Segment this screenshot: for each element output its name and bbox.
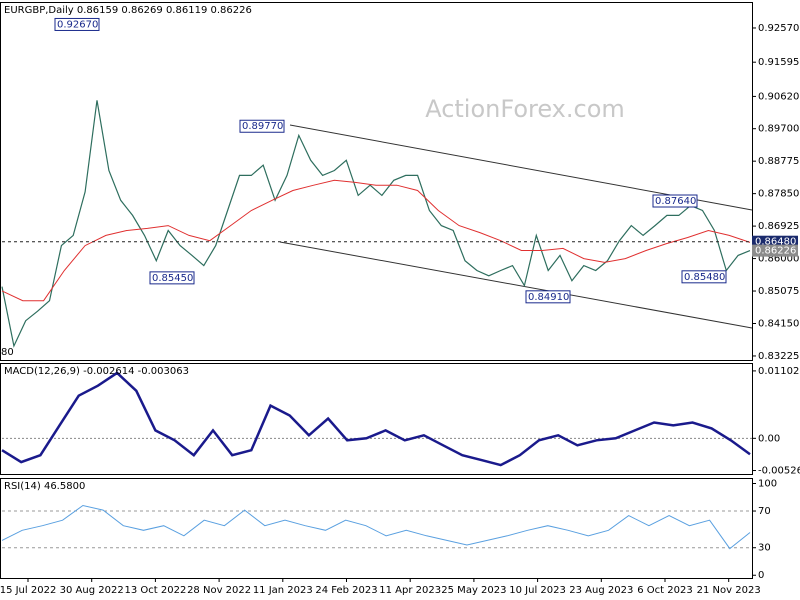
annotation-box: [54, 17, 100, 31]
y-tick-label: -0.005267: [758, 466, 800, 477]
y-tick-label: 70: [758, 506, 771, 517]
x-tick-label: 13 Oct 2022: [124, 585, 186, 596]
y-tick-label: 0: [758, 570, 764, 581]
macd-panel: [0, 363, 753, 475]
annotation-box: [239, 119, 285, 133]
x-tick-label: 24 Feb 2023: [315, 585, 377, 596]
annotation-box: [652, 194, 698, 208]
watermark: ActionForex.com: [425, 95, 625, 123]
level-box: [752, 244, 798, 257]
annotation-box: [525, 290, 571, 304]
level-label: 0.86226: [755, 246, 796, 257]
y-tick-label: 0.89700: [758, 124, 799, 135]
y-tick-label: 0.90620: [758, 91, 799, 102]
rsi-panel: [0, 478, 753, 579]
y-tick-label: 0.85075: [758, 286, 799, 297]
y-tick-label: 0.91595: [758, 57, 799, 68]
series-line: [1, 100, 751, 348]
y-tick-label: 0.83225: [758, 351, 799, 362]
price-title: EURGBP,Daily 0.86159 0.86269 0.86119 0.8…: [4, 5, 252, 16]
x-tick-label: 15 Jul 2022: [0, 585, 56, 596]
price-panel: [0, 2, 753, 361]
series-line: [1, 504, 751, 550]
y-tick-label: 100: [758, 479, 777, 490]
annotation-label: 0.92670: [57, 19, 98, 30]
x-tick-label: 11 Jan 2023: [253, 585, 313, 596]
y-tick-label: 0.86925: [758, 221, 799, 232]
series-line: [1, 179, 751, 302]
y-tick-label: 30: [758, 543, 771, 554]
annotation-label: 0.85480: [684, 272, 725, 283]
y-tick-label: 0.011027: [758, 366, 800, 377]
channel-lower: [279, 241, 753, 329]
level-label: 0.86480: [755, 237, 796, 248]
annotation-label: 0.85450: [152, 273, 193, 284]
y-tick-label: 0.87850: [758, 189, 799, 200]
y-tick-label: 0.00: [758, 433, 780, 444]
annotation-label: 0.84910: [528, 292, 569, 303]
y-tick-label: 0.86000: [758, 254, 799, 265]
x-tick-label: 6 Oct 2023: [637, 585, 692, 596]
x-tick-label: 23 Aug 2023: [569, 585, 633, 596]
annotation-label: 0.89770: [242, 121, 283, 132]
macd-title: MACD(12,26,9) -0.002614 -0.003063: [4, 366, 189, 377]
rsi-title: RSI(14) 46.5800: [4, 481, 85, 492]
x-tick-label: 28 Nov 2022: [187, 585, 251, 596]
x-tick-label: 11 Apr 2023: [379, 585, 441, 596]
series-line: [1, 371, 751, 467]
x-tick-label: 10 Jul 2023: [509, 585, 566, 596]
y-tick-label: 0.84150: [758, 318, 799, 329]
y-tick-label: 0.88775: [758, 156, 799, 167]
y-tick-label: 0.92570: [758, 23, 799, 34]
annotation-box: [681, 270, 727, 284]
edge-label: 80: [1, 347, 14, 358]
annotation-label: 0.87640: [655, 196, 696, 207]
x-tick-label: 21 Nov 2023: [697, 585, 761, 596]
annotation-box: [149, 271, 195, 285]
x-tick-label: 25 May 2023: [441, 585, 506, 596]
x-tick-label: 30 Aug 2022: [60, 585, 124, 596]
